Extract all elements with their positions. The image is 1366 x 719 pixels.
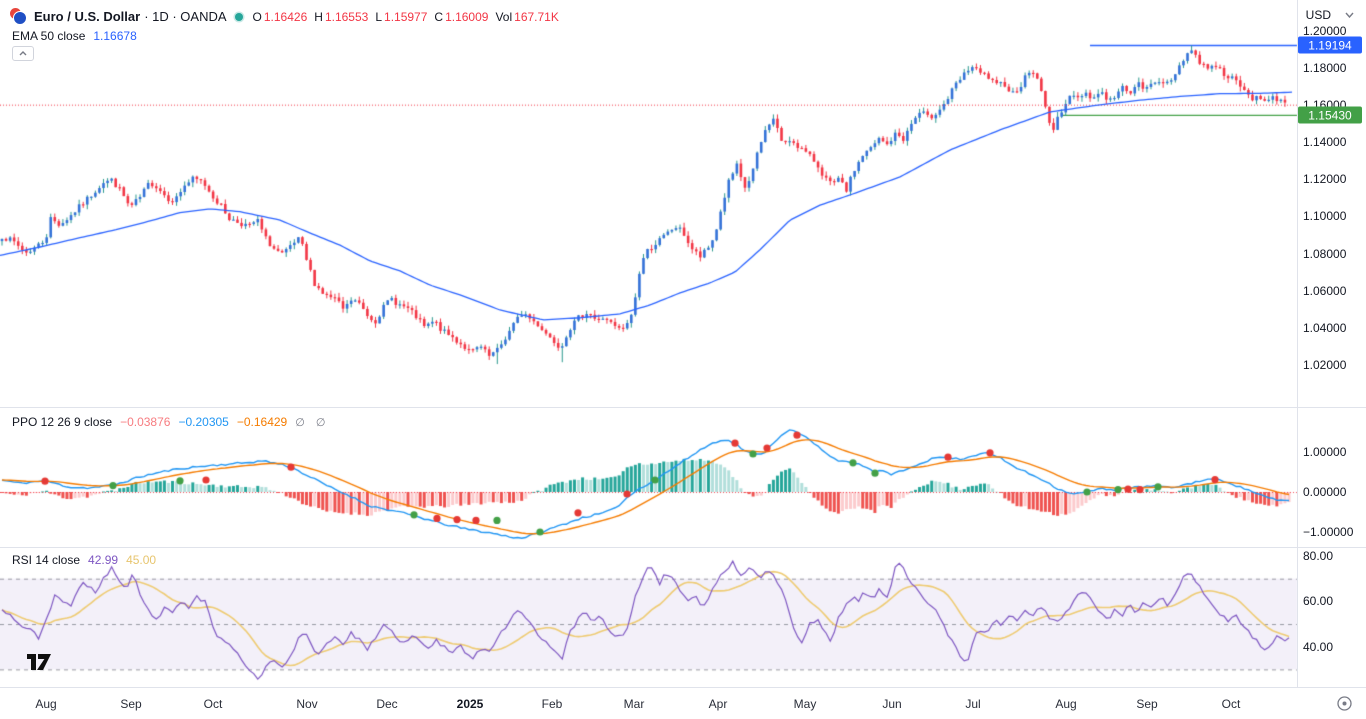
time-tick-label: Nov bbox=[296, 697, 318, 711]
price-tick-label: 1.20000 bbox=[1303, 23, 1347, 38]
pane-divider-ppo-rsi[interactable] bbox=[0, 547, 1366, 548]
ppo-label: PPO 12 26 9 close bbox=[12, 415, 113, 429]
rsi-ma-value: 45.00 bbox=[126, 553, 157, 567]
rsi-value: 42.99 bbox=[88, 553, 119, 567]
time-tick-label: Oct bbox=[203, 697, 223, 711]
price-tick-label: 0.00000 bbox=[1303, 485, 1347, 499]
chevron-up-icon bbox=[19, 51, 27, 56]
ppo-legend[interactable]: PPO 12 26 9 close −0.03876 −0.20305 −0.1… bbox=[12, 415, 329, 429]
low-value: 1.15977 bbox=[384, 9, 428, 24]
currency-value: USD bbox=[1305, 8, 1331, 22]
chevron-down-icon bbox=[1345, 12, 1354, 18]
price-tick-label: 1.02000 bbox=[1303, 358, 1347, 372]
price-tick-label: 1.04000 bbox=[1303, 320, 1347, 335]
market-status-icon[interactable] bbox=[234, 12, 243, 21]
open-value: 1.16426 bbox=[263, 9, 308, 24]
rsi-legend[interactable]: RSI 14 close 42.99 45.00 bbox=[12, 553, 164, 567]
price-tick-label: 1.10000 bbox=[1303, 209, 1347, 224]
ppo-hist-value: −0.03876 bbox=[120, 415, 171, 429]
price-tick-label: 40.00 bbox=[1303, 639, 1334, 654]
time-tick-label: Jun bbox=[882, 697, 902, 711]
volume-group: Vol 167.71K bbox=[495, 10, 558, 24]
price-tick-label: 1.08000 bbox=[1303, 246, 1347, 261]
scroll-to-realtime-icon[interactable] bbox=[1336, 695, 1353, 717]
symbol-meta[interactable]: · 1D · OANDA bbox=[144, 9, 227, 24]
ppo-empty-icons: ∅ ∅ bbox=[295, 416, 330, 429]
price-tick-label: 1.00000 bbox=[1303, 445, 1347, 459]
ohlc-open: O 1.16426 bbox=[253, 10, 308, 24]
ohlc-high: H 1.16553 bbox=[314, 10, 368, 24]
symbol-legend[interactable]: Euro / U.S. Dollar · 1D · OANDA O 1.1642… bbox=[10, 8, 566, 25]
time-tick-label: Jul bbox=[965, 697, 981, 711]
time-tick-label: May bbox=[793, 697, 817, 711]
close-value: 1.16009 bbox=[445, 9, 489, 24]
ppo-line-value: −0.20305 bbox=[178, 415, 229, 429]
pair-logo-icon bbox=[10, 8, 27, 25]
open-label: O bbox=[252, 9, 262, 24]
time-tick-label: 2025 bbox=[456, 697, 484, 711]
time-tick-label: Oct bbox=[1221, 697, 1241, 711]
time-axis[interactable]: Aug Sep Oct Nov Dec 2025 Feb Mar Apr May Jun Jul Aug… bbox=[0, 688, 1366, 719]
ohlc-close: C 1.16009 bbox=[434, 10, 488, 24]
time-tick-label: Dec bbox=[376, 697, 398, 711]
time-tick-label: Aug bbox=[1055, 697, 1077, 711]
time-tick-label: Aug bbox=[35, 697, 57, 711]
tradingview-logo[interactable] bbox=[26, 652, 52, 677]
support-price-label: 1.15430 bbox=[1298, 106, 1362, 124]
ema-label: EMA 50 close bbox=[12, 29, 86, 43]
price-tick-label: −1.00000 bbox=[1303, 525, 1354, 539]
ema-value: 1.16678 bbox=[93, 29, 137, 43]
low-label: L bbox=[375, 9, 383, 24]
time-axis-divider bbox=[0, 687, 1366, 688]
time-tick-label: Sep bbox=[120, 697, 142, 711]
rsi-label: RSI 14 close bbox=[12, 553, 81, 567]
ohlc-low: L 1.15977 bbox=[375, 10, 427, 24]
price-tick-label: 1.12000 bbox=[1303, 172, 1347, 187]
time-tick-label: Feb bbox=[541, 697, 563, 711]
price-tick-label: 1.14000 bbox=[1303, 135, 1347, 149]
time-tick-label: Mar bbox=[623, 697, 645, 711]
symbol-title[interactable]: Euro / U.S. Dollar bbox=[34, 9, 141, 24]
volume-value: 167.71K bbox=[514, 9, 559, 24]
price-tick-label: 1.18000 bbox=[1303, 60, 1347, 75]
collapse-pane-button[interactable] bbox=[12, 46, 34, 61]
price-tick-label: 60.00 bbox=[1303, 594, 1334, 609]
volume-label: Vol bbox=[495, 9, 513, 24]
pane-divider-main-ppo[interactable] bbox=[0, 407, 1366, 408]
time-tick-label: Apr bbox=[708, 697, 728, 711]
ppo-signal-value: −0.16429 bbox=[236, 415, 288, 429]
high-value: 1.16553 bbox=[324, 9, 369, 24]
resistance-price-label: 1.19194 bbox=[1298, 36, 1362, 54]
currency-selector[interactable]: USD bbox=[1306, 8, 1354, 22]
ema-legend[interactable]: EMA 50 close 1.16678 bbox=[12, 29, 137, 43]
time-tick-label: Sep bbox=[1136, 697, 1158, 711]
price-tick-label: 1.06000 bbox=[1303, 283, 1347, 298]
price-tick-label: 80.00 bbox=[1303, 549, 1334, 563]
close-label: C bbox=[434, 9, 444, 24]
price-axis-divider bbox=[1297, 0, 1298, 687]
high-label: H bbox=[314, 9, 323, 24]
